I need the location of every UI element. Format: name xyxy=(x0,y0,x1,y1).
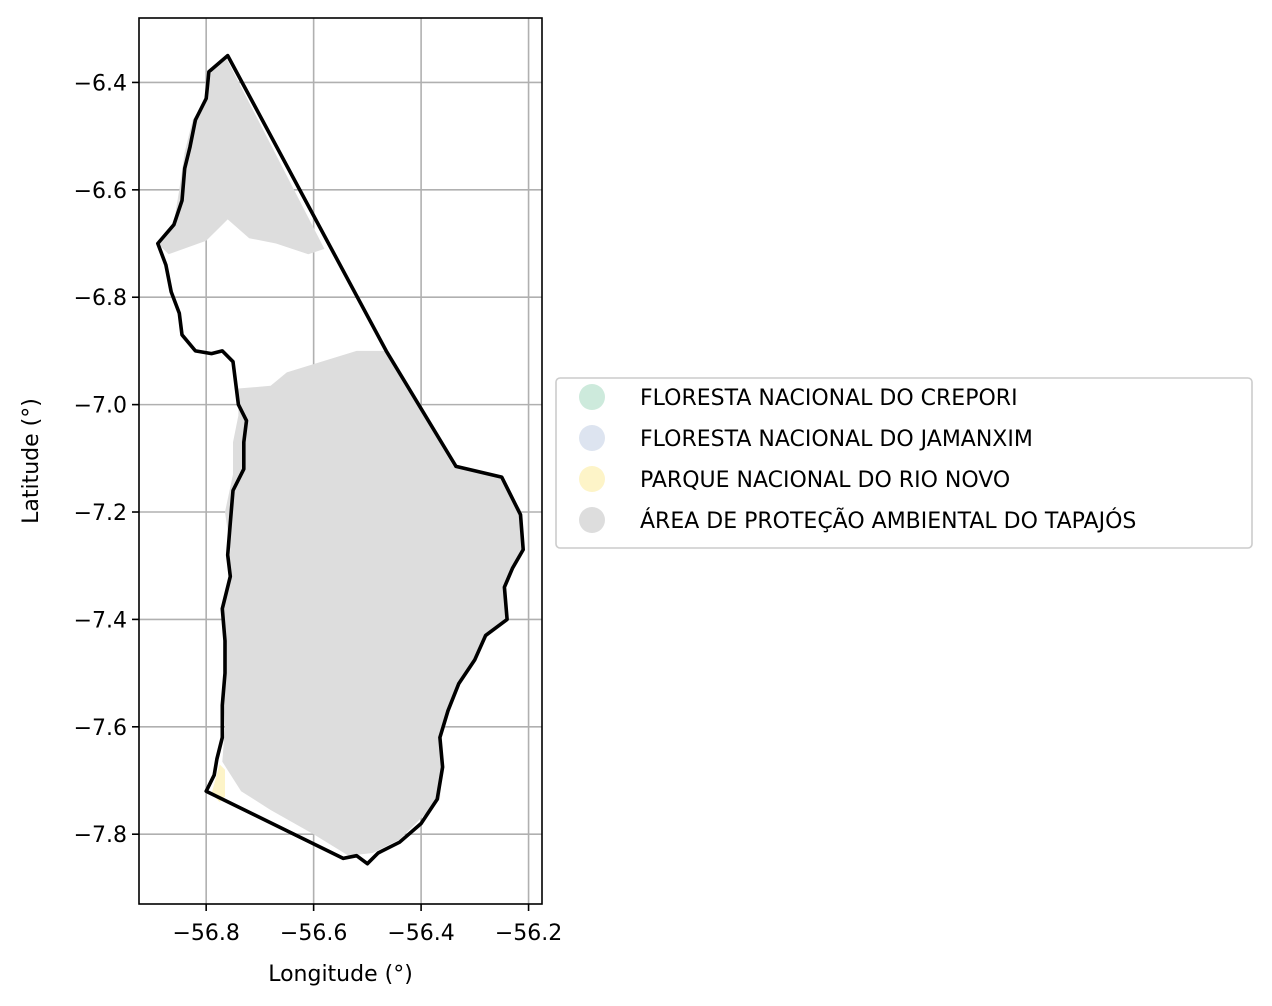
axis-ticks: −56.8 −56.6 −56.4 −56.2 −6.4 −6.6 −6.8 −7.0 −7.2… xyxy=(74,71,563,946)
y-tick-label: −7.2 xyxy=(74,501,127,526)
protected-areas-layer xyxy=(157,55,524,856)
plot-frame xyxy=(138,17,543,905)
y-tick-label: −6.6 xyxy=(74,179,127,204)
y-tick-label: −6.8 xyxy=(74,286,127,311)
legend-marker xyxy=(579,507,605,533)
region-polygon xyxy=(157,55,325,255)
legend-marker xyxy=(579,384,605,410)
legend-box xyxy=(555,377,1253,549)
study-area-boundary xyxy=(156,53,526,866)
legend: FLORESTA NACIONAL DO CREPORI FLORESTA NAC… xyxy=(555,377,1253,549)
legend-marker xyxy=(579,466,605,492)
y-tick-label: −7.4 xyxy=(74,608,127,633)
y-tick-label: −6.4 xyxy=(74,71,127,96)
x-tick-label: −56.2 xyxy=(495,921,562,946)
x-tick-label: −56.4 xyxy=(387,921,454,946)
y-tick-label: −7.0 xyxy=(74,394,127,419)
legend-marker xyxy=(579,425,605,451)
legend-label: ÁREA DE PROTEÇÃO AMBIENTAL DO TAPAJÓS xyxy=(640,507,1136,534)
legend-label: FLORESTA NACIONAL DO JAMANXIM xyxy=(640,427,1033,452)
x-tick-label: −56.8 xyxy=(172,921,239,946)
region-polygon xyxy=(211,764,225,802)
legend-label: FLORESTA NACIONAL DO CREPORI xyxy=(640,386,1018,411)
boundary-layer xyxy=(156,53,526,866)
legend-label: PARQUE NACIONAL DO RIO NOVO xyxy=(640,468,1010,493)
y-axis-label: Latitude (°) xyxy=(19,398,44,524)
y-tick-label: −7.8 xyxy=(74,823,127,848)
x-axis-label: Longitude (°) xyxy=(268,962,413,987)
y-tick-label: −7.6 xyxy=(74,716,127,741)
x-tick-label: −56.6 xyxy=(280,921,347,946)
region-polygon xyxy=(222,350,524,856)
